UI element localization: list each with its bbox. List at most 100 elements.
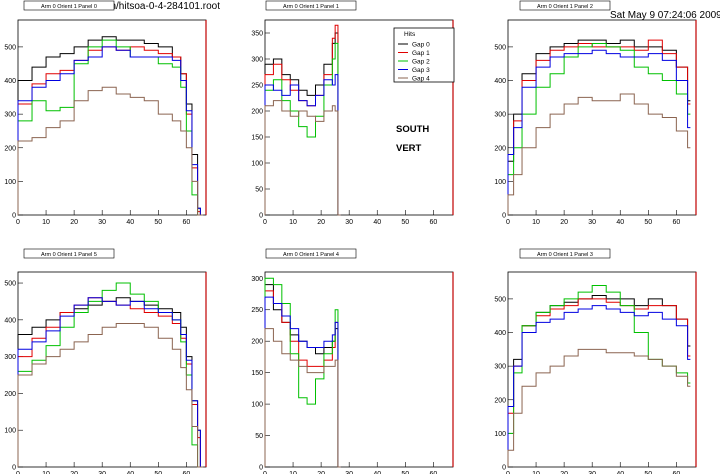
x-tick-label: 0 <box>263 219 267 226</box>
y-tick-label: 350 <box>251 31 263 38</box>
y-tick-label: 250 <box>251 307 263 314</box>
y-tick-label: 0 <box>259 213 263 220</box>
x-tick-label: 50 <box>644 471 652 474</box>
y-tick-label: 0 <box>502 465 506 472</box>
series-line-gap-3 <box>17 297 204 468</box>
x-tick-label: 0 <box>506 219 510 226</box>
x-tick-label: 60 <box>672 219 680 226</box>
file-path-label: result/onlMon/hitsoa-0-4-284101.root <box>56 1 220 12</box>
y-tick-label: 200 <box>251 109 263 116</box>
plot-frame <box>507 271 697 468</box>
x-tick-label: 0 <box>16 471 20 474</box>
y-tick-label: 500 <box>4 44 16 51</box>
y-tick-label: 200 <box>251 339 263 346</box>
legend-entry: Gap 3 <box>412 67 430 74</box>
panel-title: Arm 0 Orient 1 Panel 3 <box>537 252 593 258</box>
y-tick-label: 0 <box>12 465 16 472</box>
panel-title-box <box>265 248 357 259</box>
x-tick-label: 60 <box>429 471 437 474</box>
x-tick-label: 10 <box>289 219 297 226</box>
series-line-gap-3 <box>17 46 204 216</box>
x-tick-label: 40 <box>126 471 134 474</box>
legend-entry: Gap 1 <box>412 50 430 57</box>
y-tick-label: 400 <box>4 78 16 85</box>
y-tick-label: 0 <box>12 213 16 220</box>
legend-title: Hits <box>404 31 416 38</box>
series-line-gap-2 <box>264 42 341 216</box>
series-line-gap-4 <box>264 100 341 216</box>
x-tick-label: 30 <box>98 471 106 474</box>
panel-title-box <box>23 248 115 259</box>
y-tick-label: 200 <box>4 391 16 398</box>
panel-title-box <box>23 0 115 11</box>
series-line-gap-4 <box>17 323 204 468</box>
x-tick-label: 0 <box>506 471 510 474</box>
panel-title: Arm 0 Orient 1 Panel 2 <box>537 4 593 10</box>
panel-5: Arm 0 Orient 1 Panel 3 0 10 20 30 40 50 60 0 100 2… <box>494 248 697 474</box>
y-tick-label: 300 <box>251 57 263 64</box>
x-tick-label: 40 <box>616 471 624 474</box>
panel-title-box <box>519 0 611 11</box>
x-tick-label: 50 <box>401 219 409 226</box>
x-tick-label: 60 <box>672 471 680 474</box>
legend-box <box>393 27 455 83</box>
x-tick-label: 10 <box>42 219 50 226</box>
y-tick-label: 50 <box>255 433 263 440</box>
series-line-gap-4 <box>17 86 204 216</box>
y-tick-label: 150 <box>251 370 263 377</box>
y-tick-label: 150 <box>251 135 263 142</box>
x-tick-label: 10 <box>289 471 297 474</box>
x-tick-label: 60 <box>429 219 437 226</box>
y-tick-label: 0 <box>502 213 506 220</box>
x-tick-label: 50 <box>154 471 162 474</box>
x-tick-label: 50 <box>644 219 652 226</box>
y-tick-label: 250 <box>251 83 263 90</box>
series-line-gap-2 <box>17 282 204 468</box>
panel-title: Arm 0 Orient 1 Panel 0 <box>41 4 97 10</box>
x-tick-label: 30 <box>345 471 353 474</box>
x-tick-label: 40 <box>373 219 381 226</box>
panel-title: Arm 0 Orient 1 Panel 1 <box>283 4 339 10</box>
panel-2: Arm 0 Orient 1 Panel 2 0 10 20 30 40 50 60 0 100 2… <box>494 0 697 226</box>
panel-0: Arm 0 Orient 1 Panel 0 0 10 20 30 40 50 60 0 100 2… <box>4 0 207 226</box>
y-tick-label: 300 <box>494 364 506 371</box>
y-tick-label: 400 <box>4 317 16 324</box>
legend-entry: Gap 2 <box>412 59 430 66</box>
annotation-south: SOUTH <box>396 124 429 135</box>
series-line-gap-4 <box>507 93 691 215</box>
series-line-gap-2 <box>17 39 204 216</box>
y-tick-label: 300 <box>494 112 506 119</box>
x-tick-label: 0 <box>263 471 267 474</box>
timestamp-label: Sat May 9 07:24:06 2009 <box>610 10 720 21</box>
panel-title: Arm 0 Orient 1 Panel 5 <box>41 252 97 258</box>
panel-title-box <box>265 0 357 11</box>
x-tick-label: 60 <box>182 219 190 226</box>
x-tick-label: 10 <box>42 471 50 474</box>
x-tick-label: 30 <box>588 219 596 226</box>
series-line-gap-3 <box>264 74 341 216</box>
x-tick-label: 30 <box>98 219 106 226</box>
x-tick-label: 60 <box>182 471 190 474</box>
plot-frame <box>17 19 207 216</box>
y-tick-label: 500 <box>4 281 16 288</box>
x-tick-label: 20 <box>560 219 568 226</box>
legend-entry: Gap 0 <box>412 42 430 49</box>
y-tick-label: 100 <box>251 402 263 409</box>
series-line-gap-3 <box>507 49 691 215</box>
y-tick-label: 200 <box>4 145 16 152</box>
x-tick-label: 0 <box>16 219 20 226</box>
annotation-vert: VERT <box>396 143 422 154</box>
y-tick-label: 100 <box>494 179 506 186</box>
series-line-gap-0 <box>264 32 341 216</box>
y-tick-label: 0 <box>259 465 263 472</box>
y-tick-label: 400 <box>494 330 506 337</box>
x-tick-label: 20 <box>70 471 78 474</box>
series-line-gap-3 <box>264 296 341 468</box>
x-tick-label: 40 <box>616 219 624 226</box>
series-line-gap-4 <box>264 328 341 468</box>
panel-4: Arm 0 Orient 1 Panel 4 0 10 20 30 40 50 60 0 50 10… <box>251 248 454 474</box>
x-tick-label: 30 <box>588 471 596 474</box>
x-tick-label: 10 <box>532 471 540 474</box>
y-tick-label: 100 <box>494 431 506 438</box>
